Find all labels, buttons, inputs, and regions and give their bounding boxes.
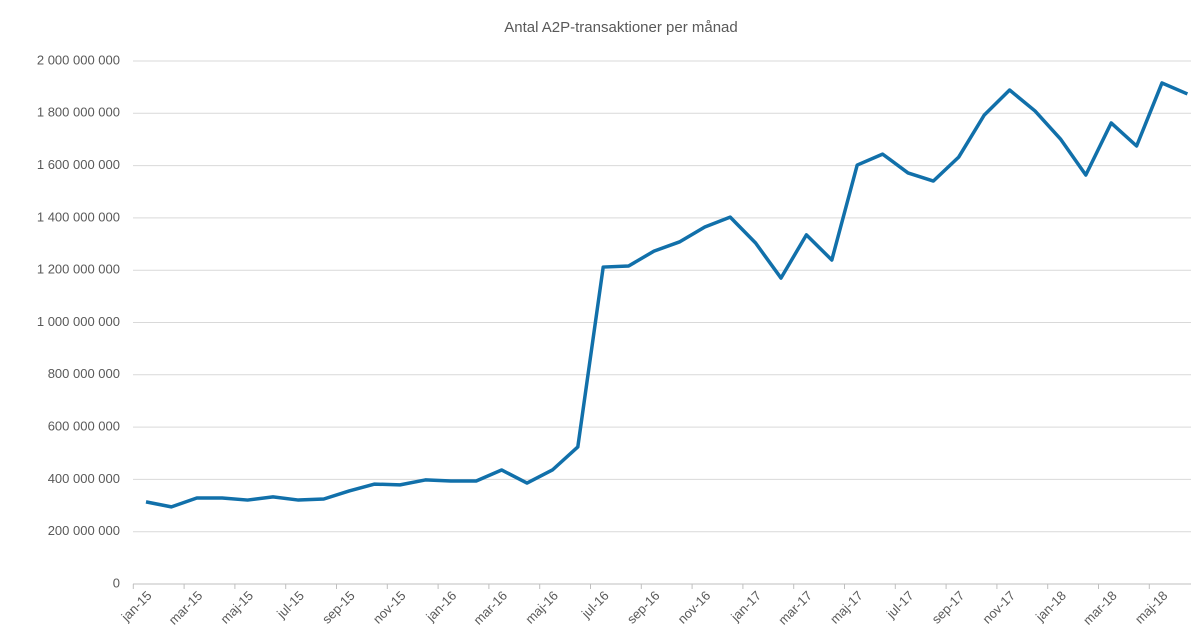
series-line bbox=[145, 81, 1189, 509]
x-tick-label: maj-17 bbox=[827, 588, 866, 627]
x-tick-label: jul-17 bbox=[883, 588, 917, 622]
x-tick-label: maj-15 bbox=[217, 588, 256, 627]
x-tick-label: jan-18 bbox=[1032, 588, 1069, 625]
x-tick-label: mar-17 bbox=[775, 588, 815, 628]
y-tick-label: 400 000 000 bbox=[48, 471, 120, 486]
y-tick-label: 1 200 000 000 bbox=[37, 262, 120, 277]
lines bbox=[145, 81, 1189, 509]
grid bbox=[133, 60, 1191, 585]
x-tick-label: jul-15 bbox=[273, 588, 307, 622]
x-tick-label: jul-16 bbox=[578, 588, 612, 622]
x-tick-label: jan-16 bbox=[422, 588, 459, 625]
x-tick-label: nov-17 bbox=[979, 588, 1018, 627]
x-tick-label: nov-16 bbox=[675, 588, 714, 627]
y-tick-label: 1 800 000 000 bbox=[37, 105, 120, 120]
x-tick-label: maj-18 bbox=[1132, 588, 1171, 627]
x-tick-label: mar-18 bbox=[1080, 588, 1120, 628]
y-tick-label: 1 400 000 000 bbox=[37, 209, 120, 224]
x-tick-label: mar-16 bbox=[470, 588, 510, 628]
y-tick-label: 200 000 000 bbox=[48, 523, 120, 538]
chart-title: Antal A2P-transaktioner per månad bbox=[504, 19, 737, 36]
y-tick-label: 600 000 000 bbox=[48, 419, 120, 434]
y-tick-label: 2 000 000 000 bbox=[37, 52, 120, 67]
y-tick-label: 0 bbox=[113, 575, 120, 590]
y-tick-label: 1 600 000 000 bbox=[37, 157, 120, 172]
x-tick-label: maj-16 bbox=[522, 588, 561, 627]
x-tick-label: sep-17 bbox=[929, 588, 968, 627]
x-tick-label: jan-15 bbox=[118, 588, 155, 625]
y-tick-label: 800 000 000 bbox=[48, 366, 120, 381]
x-tick-label: mar-15 bbox=[166, 588, 206, 628]
x-tick-label: sep-16 bbox=[624, 588, 663, 627]
x-tick-label: sep-15 bbox=[319, 588, 358, 627]
x-tick-label: jan-17 bbox=[727, 588, 764, 625]
x-tick-label: nov-15 bbox=[370, 588, 409, 627]
y-tick-label: 1 000 000 000 bbox=[37, 314, 120, 329]
